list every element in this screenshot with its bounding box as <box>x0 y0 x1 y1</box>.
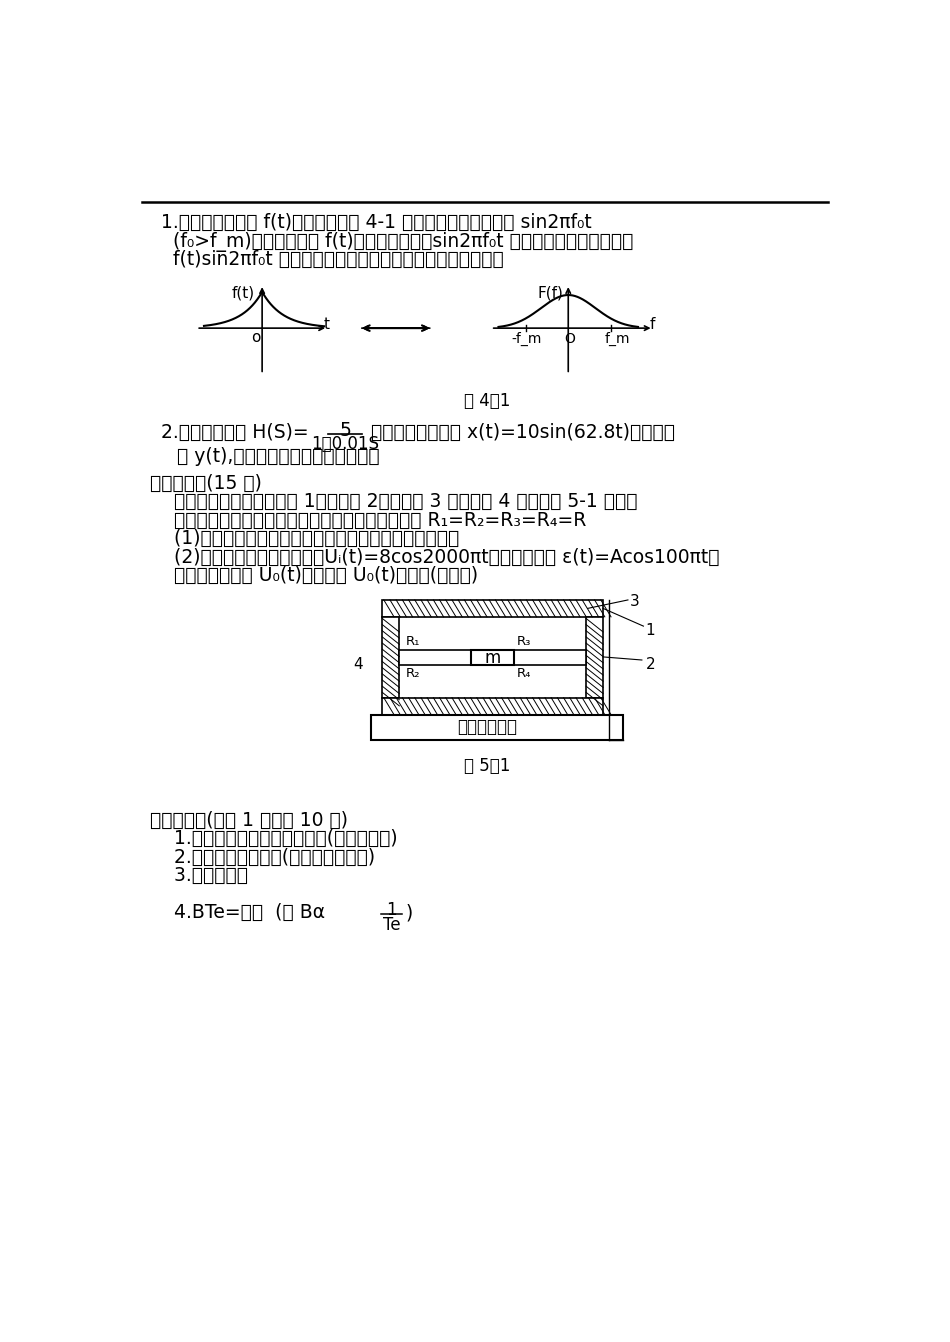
Text: -f_m: -f_m <box>512 331 542 346</box>
Text: 1.确定性信号和非确定性信号(或随机信号): 1.确定性信号和非确定性信号(或随机信号) <box>150 829 397 848</box>
Text: 1＋0.01S: 1＋0.01S <box>311 435 379 454</box>
Text: f(t)sin2πf₀t 的傅里叶变换，示意画出调幅信号及其频谱。: f(t)sin2πf₀t 的傅里叶变换，示意画出调幅信号及其频谱。 <box>162 251 504 270</box>
Bar <box>586 617 603 698</box>
Bar <box>471 650 514 666</box>
Text: F(f): F(f) <box>538 286 563 301</box>
Text: 3.频率保持性: 3.频率保持性 <box>150 867 248 886</box>
Text: 1.设有一时间函数 f(t)及其频谱如图 4-1 所示，现乘以振荡函数 sin2πf₀t: 1.设有一时间函数 f(t)及其频谱如图 4-1 所示，现乘以振荡函数 sin2… <box>162 213 592 232</box>
Text: f: f <box>650 317 655 333</box>
Text: t: t <box>324 317 331 333</box>
Text: f(t): f(t) <box>231 286 255 301</box>
Text: f_m: f_m <box>604 331 630 346</box>
Text: 图 5－1: 图 5－1 <box>464 757 510 776</box>
Text: 被测振动物体: 被测振动物体 <box>457 718 517 735</box>
Text: 2.求传递函数为 H(S)=: 2.求传递函数为 H(S)= <box>162 423 309 442</box>
Text: R₃: R₃ <box>517 636 531 648</box>
Text: 一、填空题(每空 1 分，共 10 分): 一、填空题(每空 1 分，共 10 分) <box>150 811 348 829</box>
Text: 有一加速度传感器由壳体 1、弹性梁 2、质量块 3 和应变片 4 组成如图 5-1 所示，: 有一加速度传感器由壳体 1、弹性梁 2、质量块 3 和应变片 4 组成如图 5-… <box>150 493 637 511</box>
Bar <box>382 600 603 617</box>
Text: 5: 5 <box>339 420 351 440</box>
Text: R₄: R₄ <box>517 667 531 680</box>
Text: (2)若电桥由交流电源供电，Uᵢ(t)=8cos2000πt，应变片应变 ε(t)=Acos100πt，: (2)若电桥由交流电源供电，Uᵢ(t)=8cos2000πt，应变片应变 ε(t… <box>150 548 719 566</box>
Text: 2: 2 <box>646 658 655 672</box>
Text: 1: 1 <box>387 900 397 919</box>
Text: R₂: R₂ <box>406 667 420 680</box>
Text: 4: 4 <box>353 658 363 672</box>
Text: 4.BTe=常数  (或 Bα: 4.BTe=常数 (或 Bα <box>150 903 325 922</box>
Text: (1)试用电桥示意图说明应变片应如何接在电桥电路中；: (1)试用电桥示意图说明应变片应如何接在电桥电路中； <box>150 529 459 548</box>
Text: 3: 3 <box>630 593 640 609</box>
Text: 若将此传感器输出信号接入电桥电路进行测量。设 R₁=R₂=R₃=R₄=R: 若将此传感器输出信号接入电桥电路进行测量。设 R₁=R₂=R₃=R₄=R <box>150 510 586 530</box>
Text: o: o <box>251 330 260 345</box>
Text: m: m <box>484 648 501 667</box>
Text: (f₀>f_m)。其中，函数 f(t)叫做调制信号，sin2πf₀t 叫做载波，试求调幅信号: (f₀>f_m)。其中，函数 f(t)叫做调制信号，sin2πf₀t 叫做载波，… <box>162 232 634 252</box>
Bar <box>382 698 603 715</box>
Text: 应 y(t),并求出幅值误差和相位误差。: 应 y(t),并求出幅值误差和相位误差。 <box>177 447 379 467</box>
Text: 2.各态历经随机过程(或遍历随机过程): 2.各态历经随机过程(或遍历随机过程) <box>150 848 375 867</box>
Bar <box>399 650 586 666</box>
Text: 1: 1 <box>646 623 655 637</box>
Text: Te: Te <box>383 915 400 934</box>
Text: ): ) <box>406 903 412 922</box>
Bar <box>370 715 622 739</box>
Text: O: O <box>564 331 576 346</box>
Text: 的系统对正弦输入 x(t)=10sin(62.8t)的稳态响: 的系统对正弦输入 x(t)=10sin(62.8t)的稳态响 <box>370 423 674 442</box>
Text: R₁: R₁ <box>406 636 420 648</box>
Text: 五、综合题(15 分): 五、综合题(15 分) <box>150 474 261 493</box>
Text: 图 4－1: 图 4－1 <box>464 392 510 411</box>
Text: 求电桥输出电压 U₀(t)，并绘出 U₀(t)的频谱(双边谱): 求电桥输出电压 U₀(t)，并绘出 U₀(t)的频谱(双边谱) <box>150 566 478 585</box>
Bar <box>382 617 399 698</box>
